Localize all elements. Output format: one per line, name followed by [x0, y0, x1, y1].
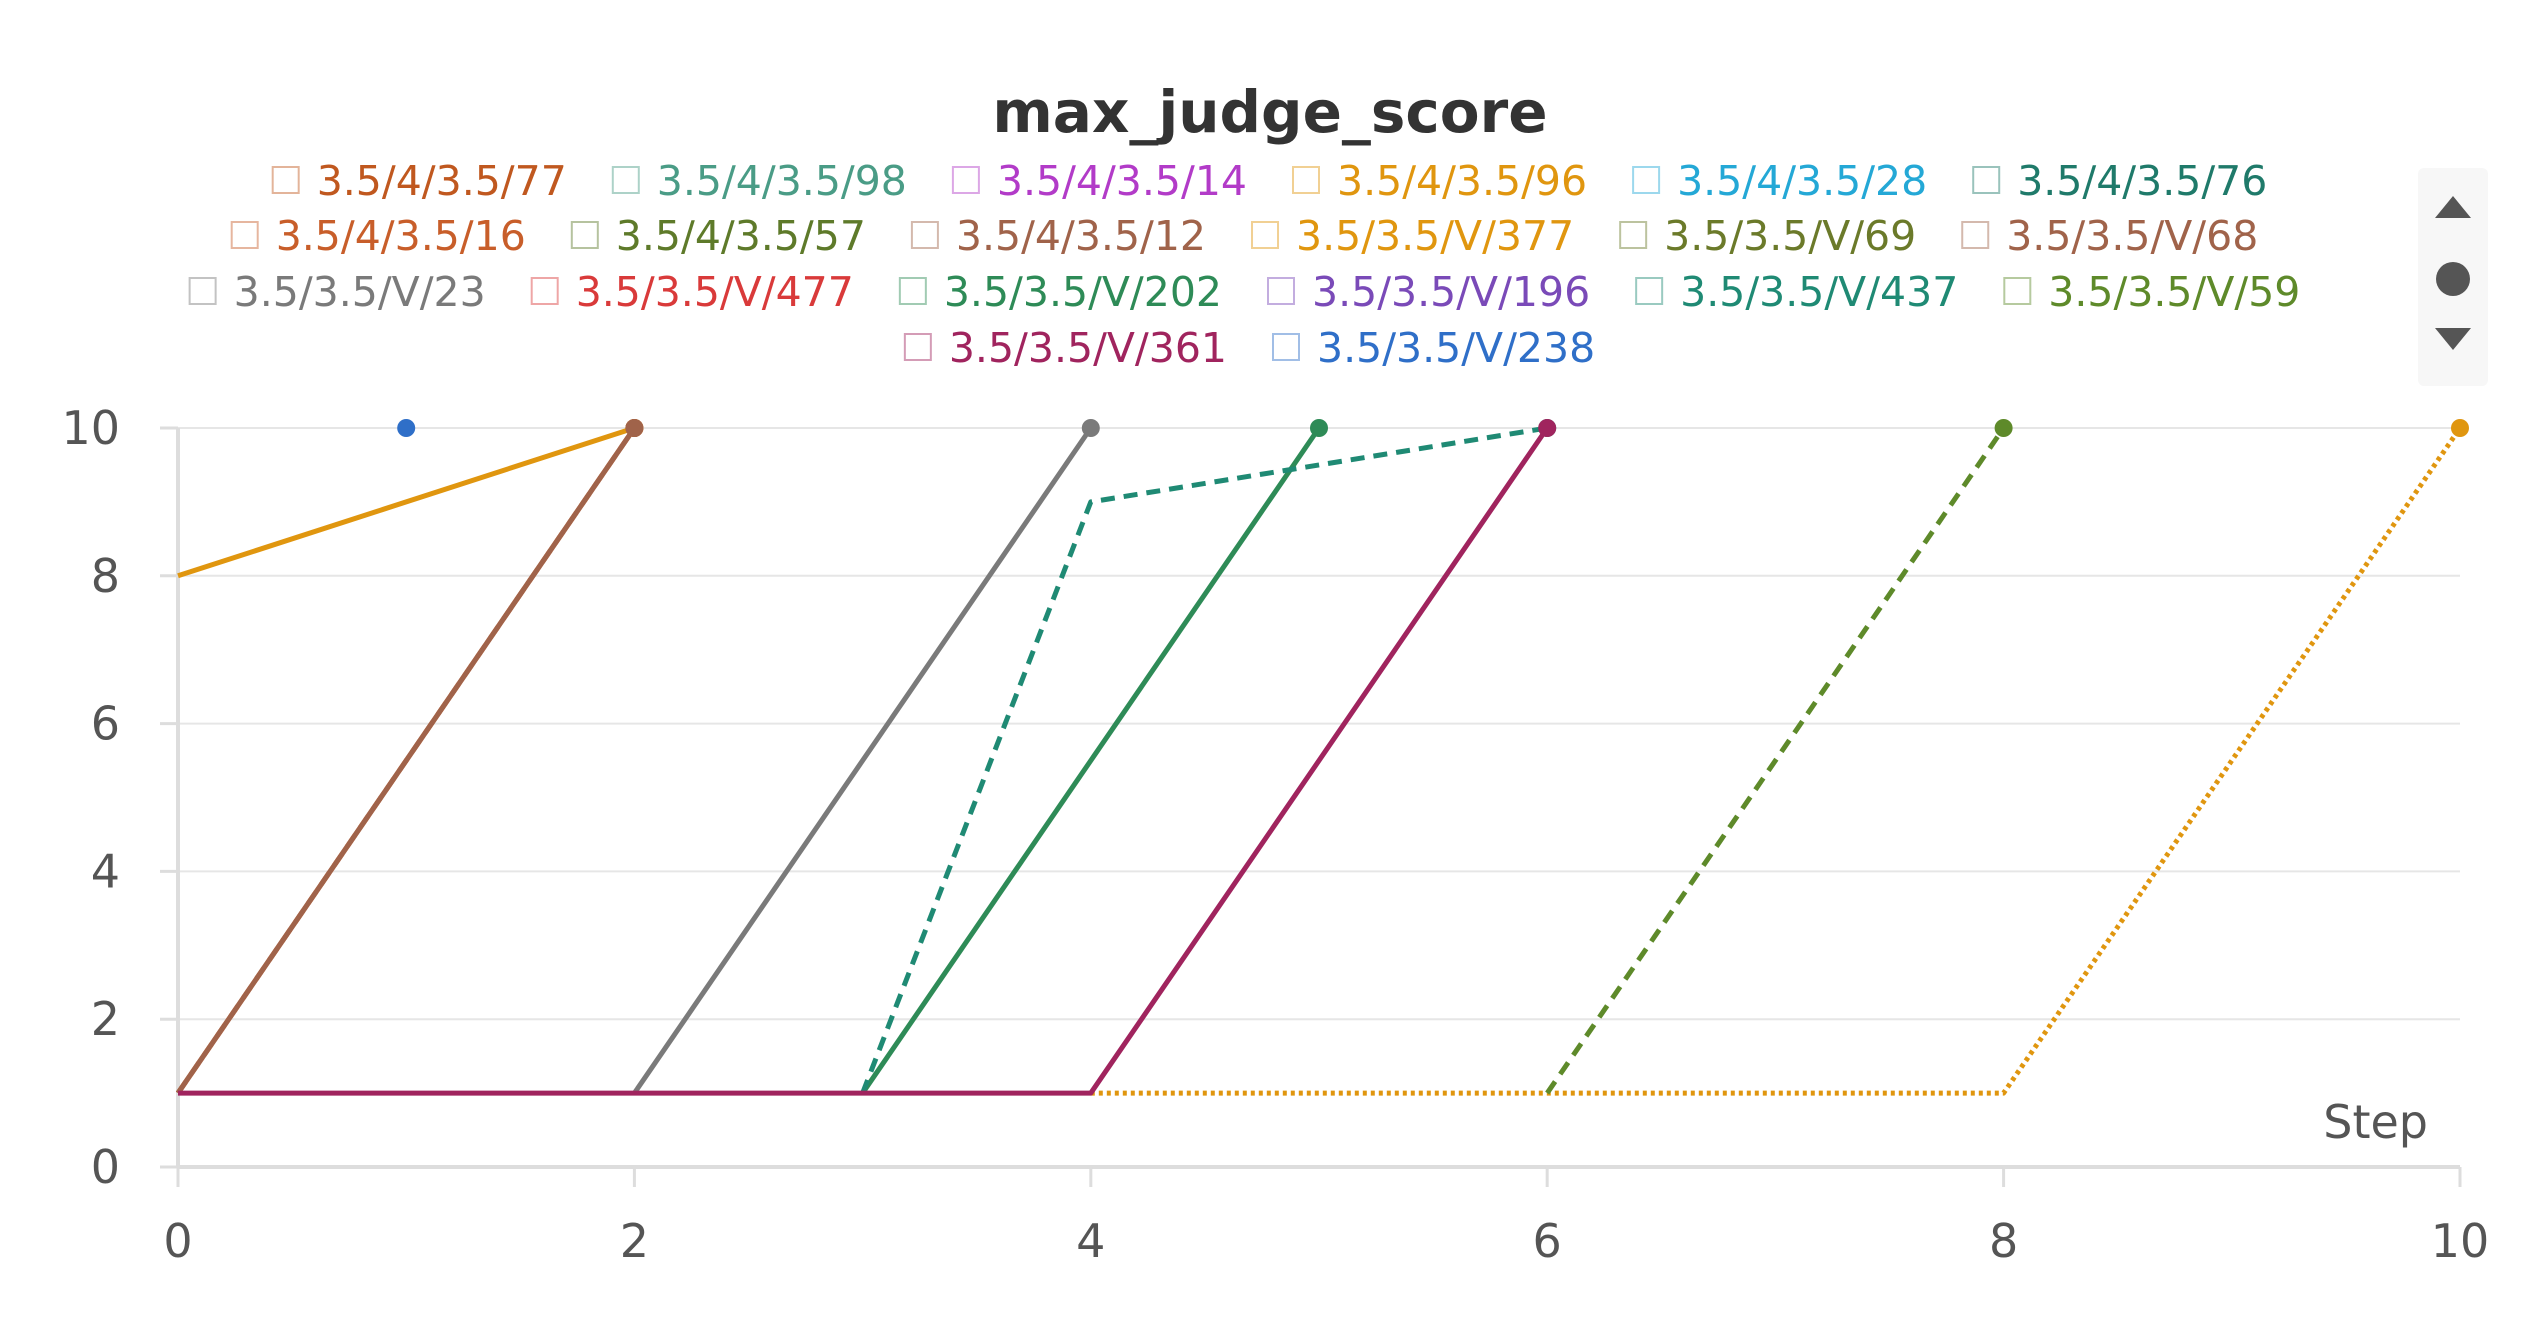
legend-swatch	[530, 277, 559, 305]
series-endpoint	[1310, 419, 1328, 437]
x-axis-label: Step	[2323, 1095, 2428, 1149]
legend-label: 3.5/3.5/V/23	[234, 268, 486, 316]
grid-lines	[178, 427, 2460, 1021]
legend-swatch	[898, 277, 927, 305]
legend-scroll-control	[2418, 168, 2488, 386]
x-tick-label: 4	[1076, 1214, 1105, 1268]
legend-swatch	[271, 166, 300, 194]
legend-label: 3.5/4/3.5/28	[1677, 157, 1927, 205]
series-line	[177, 425, 636, 579]
series-endpoint	[1081, 419, 1100, 437]
scroll-down-icon[interactable]	[2435, 328, 2471, 350]
legend-swatch	[951, 166, 980, 194]
y-tick-label: 4	[91, 844, 120, 898]
x-tick-label: 2	[620, 1214, 649, 1268]
legend-label: 3.5/3.5/V/377	[1296, 212, 1574, 260]
legend-label: 3.5/3.5/V/361	[949, 324, 1227, 372]
series-line	[175, 426, 637, 1095]
legend-swatch	[1972, 166, 2001, 194]
legend-label: 3.5/4/3.5/98	[657, 157, 907, 205]
legend-label: 3.5/3.5/V/196	[1312, 268, 1590, 316]
legend-swatch	[1292, 166, 1320, 194]
x-tick-label: 0	[163, 1214, 192, 1268]
legend-label: 3.5/4/3.5/57	[616, 212, 866, 260]
scroll-up-icon[interactable]	[2435, 196, 2471, 218]
scroll-position-icon	[2436, 262, 2470, 296]
legend-swatch	[910, 221, 939, 249]
legend-label: 3.5/3.5/V/202	[944, 268, 1222, 316]
legend-label: 3.5/4/3.5/16	[276, 212, 526, 260]
legend-swatch	[1632, 166, 1661, 194]
legend-swatch	[1251, 221, 1280, 249]
x-tick-label: 10	[2431, 1214, 2490, 1268]
legend-swatch	[1272, 333, 1300, 361]
legend-label: 3.5/3.5/V/238	[1317, 324, 1595, 372]
series-line	[860, 425, 1548, 1095]
series-line	[1090, 426, 2463, 1096]
legend-swatch	[188, 277, 217, 305]
legend-swatch	[1635, 277, 1664, 305]
x-tick-label: 8	[1989, 1214, 2018, 1268]
legend-label: 3.5/4/3.5/14	[997, 157, 1247, 205]
legend-label: 3.5/4/3.5/96	[1337, 157, 1587, 205]
legend-swatch	[1267, 277, 1295, 305]
legend-label: 3.5/3.5/V/69	[1664, 212, 1916, 260]
x-tick-label: 6	[1533, 1214, 1562, 1268]
legend-swatch	[611, 166, 640, 194]
series-endpoint	[625, 419, 644, 437]
legend-swatch	[570, 221, 599, 249]
y-tick-label: 6	[91, 697, 120, 751]
legend-label: 3.5/4/3.5/76	[2017, 157, 2267, 205]
series-endpoint	[2451, 419, 2469, 437]
legend-swatch	[1961, 221, 1990, 249]
legend-swatch	[2003, 277, 2032, 305]
series-line	[1545, 426, 2006, 1095]
axes	[160, 426, 2462, 1187]
series-endpoint	[397, 419, 416, 437]
y-tick-label: 0	[91, 1140, 120, 1194]
series-endpoint	[1538, 419, 1557, 437]
legend-label: 3.5/4/3.5/12	[956, 212, 1206, 260]
legend-label: 3.5/3.5/V/477	[576, 268, 854, 316]
series-line	[860, 426, 1322, 1095]
legend-label: 3.5/4/3.5/77	[317, 157, 567, 205]
series-line	[632, 426, 1093, 1095]
legend-label: 3.5/3.5/V/68	[2006, 212, 2258, 260]
legend-swatch	[903, 333, 932, 361]
series-line	[178, 426, 1550, 1096]
chart-title: max_judge_score	[992, 78, 1547, 146]
y-tick-label: 10	[61, 401, 120, 455]
series-endpoint	[1994, 419, 2013, 437]
tick-labels: 0 2 4 6 8 10 0 2 4 6 8 10	[61, 401, 2489, 1268]
legend-swatch	[230, 221, 259, 249]
y-tick-label: 8	[91, 549, 120, 603]
legend-label: 3.5/3.5/V/437	[1680, 268, 1958, 316]
legend-swatch	[1619, 221, 1648, 249]
legend-label: 3.5/3.5/V/59	[2048, 268, 2300, 316]
y-tick-label: 2	[91, 992, 120, 1046]
legend: 3.5/4/3.5/77 3.5/4/3.5/98 3.5/4/3.5/14 3.5/…	[188, 157, 2300, 372]
plot-area	[175, 419, 2469, 1096]
